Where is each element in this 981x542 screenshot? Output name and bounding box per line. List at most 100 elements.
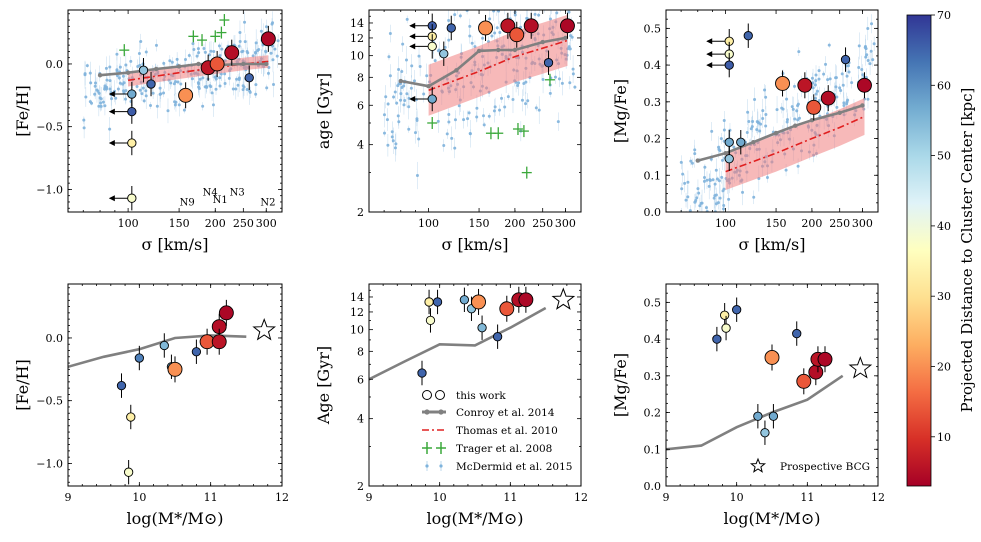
conroy-point <box>496 47 501 53</box>
point-marker <box>218 305 234 321</box>
y-tick-label: 0.3 <box>644 370 662 383</box>
point-marker <box>724 154 734 164</box>
conroy-point <box>125 70 131 75</box>
mcdermid-point <box>475 115 479 119</box>
y-tick-label: 0.0 <box>46 332 64 345</box>
mcdermid-point <box>179 82 183 86</box>
plot-area <box>666 297 873 451</box>
data-point <box>134 345 144 371</box>
mcdermid-point <box>550 0 553 3</box>
conroy-point <box>751 140 756 145</box>
x-axis-label: σ [km/s] <box>739 235 806 254</box>
mcdermid-point <box>108 65 112 69</box>
mcdermid-point <box>173 100 177 104</box>
mcdermid-point <box>791 107 795 111</box>
data-point <box>736 130 746 155</box>
mcdermid-point <box>817 77 821 81</box>
mcdermid-point <box>573 85 577 89</box>
data-point <box>500 12 516 39</box>
mcdermid-point <box>846 98 850 102</box>
mcdermid-point <box>402 84 406 88</box>
mcdermid-point <box>828 77 832 81</box>
mcdermid-point <box>722 204 726 208</box>
mcdermid-point <box>703 165 707 169</box>
data-point <box>721 315 731 341</box>
mcdermid-point <box>568 81 572 85</box>
mcdermid-point <box>845 74 849 78</box>
data-point <box>720 303 730 328</box>
mcdermid-point <box>715 177 719 181</box>
mcdermid-point <box>218 84 222 88</box>
mcdermid-point <box>796 164 800 168</box>
conroy-point <box>153 66 159 72</box>
mcdermid-point <box>266 71 270 75</box>
mcdermid-point <box>814 92 818 96</box>
point-marker <box>720 310 730 320</box>
plot-area <box>369 286 576 386</box>
galaxy-annotation: N9 <box>180 198 195 209</box>
mcdermid-point <box>869 49 873 53</box>
mcdermid-point <box>251 54 255 58</box>
mcdermid-point <box>717 145 721 149</box>
mcdermid-point <box>85 64 89 68</box>
plot-area <box>679 14 876 237</box>
mcdermid-point <box>764 124 768 128</box>
mcdermid-point <box>457 104 461 108</box>
data-point <box>706 29 734 54</box>
mcdermid-point <box>681 172 685 176</box>
mcdermid-point <box>238 31 242 35</box>
mcdermid-point <box>388 74 392 78</box>
mcdermid-point <box>746 110 750 114</box>
data-point <box>425 308 436 333</box>
mcdermid-point <box>553 75 557 79</box>
point-marker <box>126 412 136 422</box>
mcdermid-point <box>571 72 575 76</box>
conroy-point <box>837 110 842 116</box>
point-marker <box>543 58 554 68</box>
mcdermid-point <box>864 55 868 59</box>
point-marker <box>167 361 183 377</box>
mcdermid-point <box>835 95 839 99</box>
mcdermid-point <box>453 146 457 150</box>
mcdermid-point <box>704 206 708 210</box>
x-tick-label: 9 <box>65 491 72 504</box>
x-tick-label: 150 <box>469 217 490 230</box>
mcdermid-point <box>393 90 397 94</box>
mcdermid-point <box>866 27 870 31</box>
mcdermid-point <box>693 234 696 237</box>
mcdermid-point <box>753 98 757 102</box>
data-point <box>260 25 276 52</box>
point-marker <box>260 31 276 47</box>
point-marker <box>499 301 515 317</box>
point-marker <box>743 31 753 41</box>
thomas-line <box>725 115 865 173</box>
mcdermid-point <box>219 72 223 76</box>
mcdermid-point <box>443 45 447 49</box>
mcdermid-point <box>839 88 843 92</box>
mcdermid-point <box>83 72 87 76</box>
mcdermid-point <box>500 96 504 100</box>
mcdermid-point <box>151 91 155 95</box>
x-tick-label: 10 <box>132 491 146 504</box>
mcdermid-point <box>245 50 249 54</box>
mcdermid-point <box>197 86 201 90</box>
mcdermid-point <box>752 195 756 199</box>
upper-limit-arrowhead <box>108 195 115 202</box>
plot-area <box>68 299 276 485</box>
conroy-point <box>809 117 815 123</box>
mcdermid-point <box>97 104 101 108</box>
mcdermid-point <box>827 43 831 47</box>
mcdermid-point <box>838 86 842 90</box>
ticks: 9 10 11 12 0.0 0.1 0.2 0.3 0.4 0.5 <box>644 284 885 504</box>
mcdermid-point <box>108 127 112 131</box>
point-marker <box>471 294 486 310</box>
mcdermid-point <box>813 83 817 87</box>
mcdermid-point <box>394 142 398 146</box>
mcdermid-point <box>407 105 411 109</box>
data-point <box>724 146 734 171</box>
mcdermid-point <box>104 66 108 70</box>
mcdermid-point <box>190 77 194 81</box>
mcdermid-point <box>105 78 109 82</box>
